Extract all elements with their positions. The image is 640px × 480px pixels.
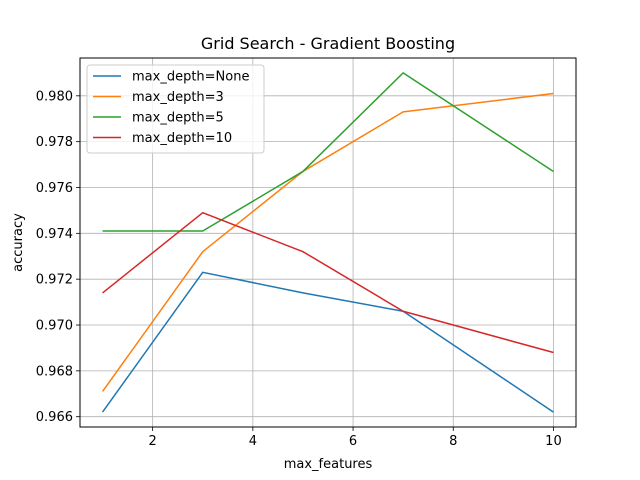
tick-layer: 2 4 6 8 10 0.966 0.968 0.970 0.972 0.974 0.976 0.97…: [36, 89, 562, 449]
series-line-3: [102, 211, 554, 354]
x-tick-label: 6: [349, 434, 357, 449]
y-tick-label: 0.968: [36, 364, 73, 379]
y-tick-label: 0.966: [36, 410, 73, 425]
legend-label-0: max_depth=None: [132, 70, 249, 85]
y-tick-label: 0.978: [36, 135, 73, 150]
chart-title: Grid Search - Gradient Boosting: [201, 34, 455, 53]
y-axis-label: accuracy: [11, 213, 26, 272]
x-tick-label: 2: [149, 434, 157, 449]
legend-label-3: max_depth=10: [132, 131, 232, 146]
legend-label-2: max_depth=5: [132, 111, 224, 126]
y-tick-label: 0.970: [36, 319, 73, 334]
legend-label-1: max_depth=3: [132, 90, 224, 105]
x-tick-label: 10: [545, 434, 562, 449]
y-tick-label: 0.976: [36, 181, 73, 196]
legend-box: [86, 64, 265, 154]
y-tick-label: 0.980: [36, 89, 73, 104]
y-tick-label: 0.974: [36, 227, 73, 242]
series-layer: [101, 72, 554, 413]
x-tick-label: 8: [449, 434, 457, 449]
series-line-0: [101, 271, 554, 413]
legend: max_depth=None max_depth=3 max_depth=5 max_…: [86, 64, 265, 154]
plot-frame: [79, 57, 577, 428]
x-axis-label: max_features: [284, 457, 373, 472]
grid-layer: [80, 58, 576, 427]
y-tick-label: 0.972: [36, 273, 73, 288]
series-line-2: [102, 72, 554, 232]
x-tick-label: 4: [249, 434, 257, 449]
